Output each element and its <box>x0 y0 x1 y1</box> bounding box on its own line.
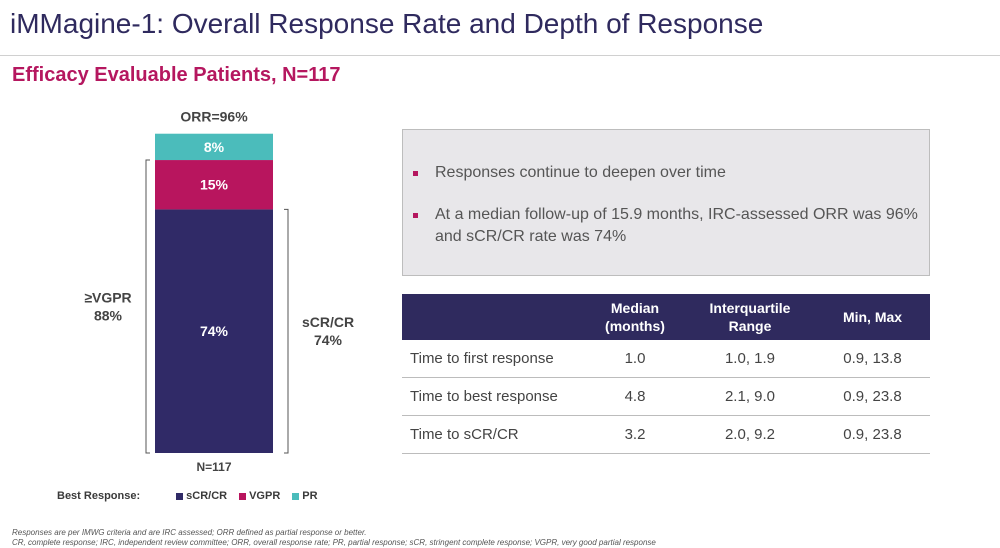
cell-median: 3.2 <box>585 415 685 454</box>
finding-text: At a median follow-up of 15.9 months, IR… <box>435 206 918 245</box>
legend-label-scr-cr: sCR/CR <box>186 490 228 502</box>
cell-median: 4.8 <box>585 377 685 416</box>
legend-item-pr: PR <box>292 490 318 502</box>
right-bracket-label: sCR/CR <box>302 314 354 330</box>
finding-bullet: Responses continue to deepen over time <box>403 162 945 184</box>
bar-data-label: 8% <box>204 139 225 155</box>
cell-minmax: 0.9, 13.8 <box>815 340 930 378</box>
square-bullet-icon <box>413 171 418 176</box>
finding-bullet: At a median follow-up of 15.9 months, IR… <box>403 204 945 248</box>
header-iqr: Interquartile Range <box>685 294 815 340</box>
cell-minmax: 0.9, 23.8 <box>815 377 930 416</box>
header-minmax: Min, Max <box>815 294 930 340</box>
row-label: Time to first response <box>402 340 585 378</box>
legend-title: Best Response: <box>57 490 141 502</box>
cell-iqr: 2.1, 9.0 <box>685 377 815 416</box>
key-findings-box: Responses continue to deepen over time A… <box>402 129 930 276</box>
finding-text: Responses continue to deepen over time <box>435 164 726 181</box>
bar-segment-scr-cr <box>155 209 273 453</box>
cell-minmax: 0.9, 23.8 <box>815 415 930 454</box>
header-iqr-text: Interquartile Range <box>709 300 791 334</box>
left-bracket-value: 88% <box>94 308 123 324</box>
bar-data-label: 15% <box>200 177 229 193</box>
table-header-row: Median (months) Interquartile Range Min, M… <box>402 294 930 340</box>
legend-swatch-vgpr <box>239 492 247 500</box>
title-divider <box>0 55 1000 56</box>
left-bracket-label: ≥VGPR <box>84 290 131 306</box>
square-bullet-icon <box>413 213 418 218</box>
legend-swatch-pr <box>292 492 300 500</box>
header-blank <box>402 294 585 340</box>
legend-label-pr: PR <box>302 490 318 502</box>
right-bracket <box>284 208 289 454</box>
legend-item-scr-cr: sCR/CR <box>176 490 227 502</box>
footnote-criteria: Responses are per IMWG criteria and are … <box>12 528 367 537</box>
cell-iqr: 2.0, 9.2 <box>685 415 815 454</box>
bar-data-label: 74% <box>200 323 229 339</box>
legend-item-vgpr: VGPR <box>239 490 280 502</box>
left-bracket <box>145 159 150 454</box>
cell-median: 1.0 <box>585 340 685 378</box>
bar-segment-pr <box>155 133 273 161</box>
chart-legend: Best Response: sCR/CR VGPR PR <box>57 490 324 502</box>
row-label: Time to best response <box>402 377 585 416</box>
header-median: Median (months) <box>585 294 685 340</box>
right-bracket-value: 74% <box>314 332 343 348</box>
row-label: Time to sCR/CR <box>402 415 585 454</box>
table-row: Time to sCR/CR 3.2 2.0, 9.2 0.9, 23.8 <box>402 415 930 454</box>
footnote-abbreviations: CR, complete response; IRC, independent … <box>12 538 656 547</box>
bar-segment-vgpr <box>155 160 273 210</box>
table-row: Time to first response 1.0 1.0, 1.9 0.9,… <box>402 340 930 378</box>
legend-swatch-scr-cr <box>176 492 184 500</box>
header-median-text: Median (months) <box>605 300 665 334</box>
legend-label-vgpr: VGPR <box>249 490 281 502</box>
cell-iqr: 1.0, 1.9 <box>685 340 815 378</box>
page-subtitle: Efficacy Evaluable Patients, N=117 <box>12 64 341 86</box>
stacked-bar-chart: 74% 15% 8% ORR=96% N=117 ≥VGPR 88% sCR/CR 74% <box>84 109 354 474</box>
response-time-table: Median (months) Interquartile Range Min, M… <box>402 294 930 454</box>
x-axis-label: N=117 <box>196 460 231 474</box>
page-title: iMMagine-1: Overall Response Rate and De… <box>10 8 764 39</box>
table-row: Time to best response 4.8 2.1, 9.0 0.9, … <box>402 377 930 416</box>
orr-label: ORR=96% <box>180 109 248 125</box>
